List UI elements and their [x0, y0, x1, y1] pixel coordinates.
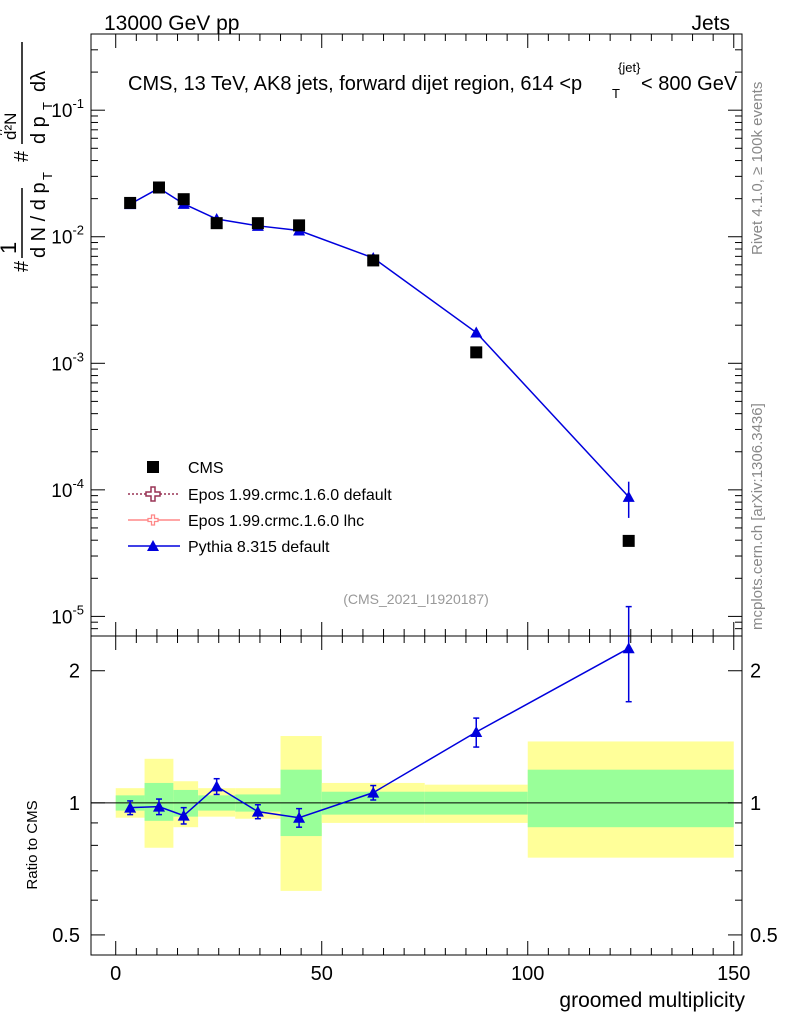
ratio-pythia-point	[367, 786, 380, 798]
legend-marker-cms	[147, 461, 159, 473]
cms-point	[251, 217, 264, 230]
ratio-y-tick-label-left: 2	[69, 661, 80, 683]
ratio-y-tick-label-left: 1	[69, 793, 80, 815]
mcplots-label: mcplots.cern.ch [arXiv:1306.3436]	[749, 403, 766, 630]
x-tick-label: 100	[511, 963, 544, 985]
legend-label-pythia: Pythia 8.315 default	[188, 539, 330, 556]
cms-point	[293, 219, 306, 232]
analysis-id: (CMS_2021_I1920187)	[343, 591, 489, 607]
cms-point	[367, 254, 380, 267]
legend-marker-epos-default	[145, 486, 161, 502]
ratio-y-tick-label-right: 0.5	[750, 925, 778, 947]
svg-text:#: #	[11, 260, 33, 272]
top-y-axis-label: # 1 d N / d p T # d²N # d p T dλ	[0, 42, 55, 272]
cms-point	[470, 346, 483, 359]
svg-text:d²N: d²N	[1, 113, 20, 140]
ratio-pythia-point	[210, 780, 223, 792]
top-y-tick-label: 10-2	[51, 223, 84, 249]
header-right: Jets	[691, 12, 730, 35]
svg-text:1: 1	[0, 242, 21, 254]
ratio-pythia-point	[622, 642, 635, 654]
legend-label-epos-default: Epos 1.99.crmc.1.6.0 default	[188, 487, 392, 504]
cms-point	[152, 181, 165, 194]
svg-text:d N / d p: d N / d p	[28, 182, 50, 258]
pythia-line	[129, 187, 630, 498]
legend-marker-epos-lhc	[147, 514, 159, 526]
ratio-pythia-point	[470, 726, 483, 738]
ratio-band-inner-8	[527, 769, 734, 828]
svg-text:{jet}: {jet}	[618, 60, 641, 75]
x-axis-label: groomed multiplicity	[559, 989, 745, 1012]
ratio-pythia-point	[152, 800, 165, 812]
svg-text:CMS, 13 TeV, AK8 jets, forward: CMS, 13 TeV, AK8 jets, forward dijet reg…	[128, 73, 582, 95]
pythia-point	[622, 490, 635, 502]
rivet-label: Rivet 4.1.0, ≥ 100k events	[749, 82, 766, 255]
x-tick-label: 50	[311, 963, 333, 985]
ratio-pythia-point	[293, 811, 306, 823]
legend-label-epos-lhc: Epos 1.99.crmc.1.6.0 lhc	[188, 513, 364, 530]
top-y-tick-label: 10-3	[51, 349, 84, 375]
x-tick-label: 0	[110, 963, 121, 985]
svg-text:#: #	[0, 126, 6, 136]
pythia-point	[470, 326, 483, 338]
svg-text:T: T	[40, 172, 55, 180]
ratio-y-axis-label: Ratio to CMS	[24, 800, 41, 889]
svg-text:d p: d p	[28, 116, 50, 144]
cms-point	[210, 217, 223, 230]
cms-point	[124, 196, 137, 209]
svg-text:dλ: dλ	[28, 71, 50, 92]
svg-text:T: T	[40, 102, 55, 110]
svg-text:< 800 GeV: < 800 GeV	[641, 73, 738, 95]
top-y-tick-label: 10-1	[51, 96, 84, 122]
svg-text:#: #	[11, 150, 33, 162]
legend: CMS Epos 1.99.crmc.1.6.0 default Epos 1.…	[128, 460, 392, 556]
ratio-y-tick-label-left: 0.5	[52, 925, 80, 947]
top-y-tick-label: 10-5	[51, 602, 84, 628]
legend-label-cms: CMS	[188, 460, 224, 477]
ratio-plot-frame	[90, 635, 743, 956]
ratio-y-tick-label-right: 2	[750, 661, 761, 683]
header-left: 13000 GeV pp	[104, 12, 239, 35]
cms-point	[622, 534, 635, 547]
cms-point	[177, 193, 190, 206]
chart-title: CMS, 13 TeV, AK8 jets, forward dijet reg…	[128, 60, 738, 101]
svg-text:T: T	[612, 86, 620, 101]
x-tick-label: 150	[717, 963, 750, 985]
top-y-tick-label: 10-4	[51, 476, 84, 502]
ratio-y-tick-label-right: 1	[750, 793, 761, 815]
ratio-pythia-point	[251, 805, 264, 817]
ratio-pythia-point	[124, 801, 137, 813]
ratio-pythia-point	[177, 809, 190, 821]
legend-marker-pythia	[147, 540, 159, 551]
